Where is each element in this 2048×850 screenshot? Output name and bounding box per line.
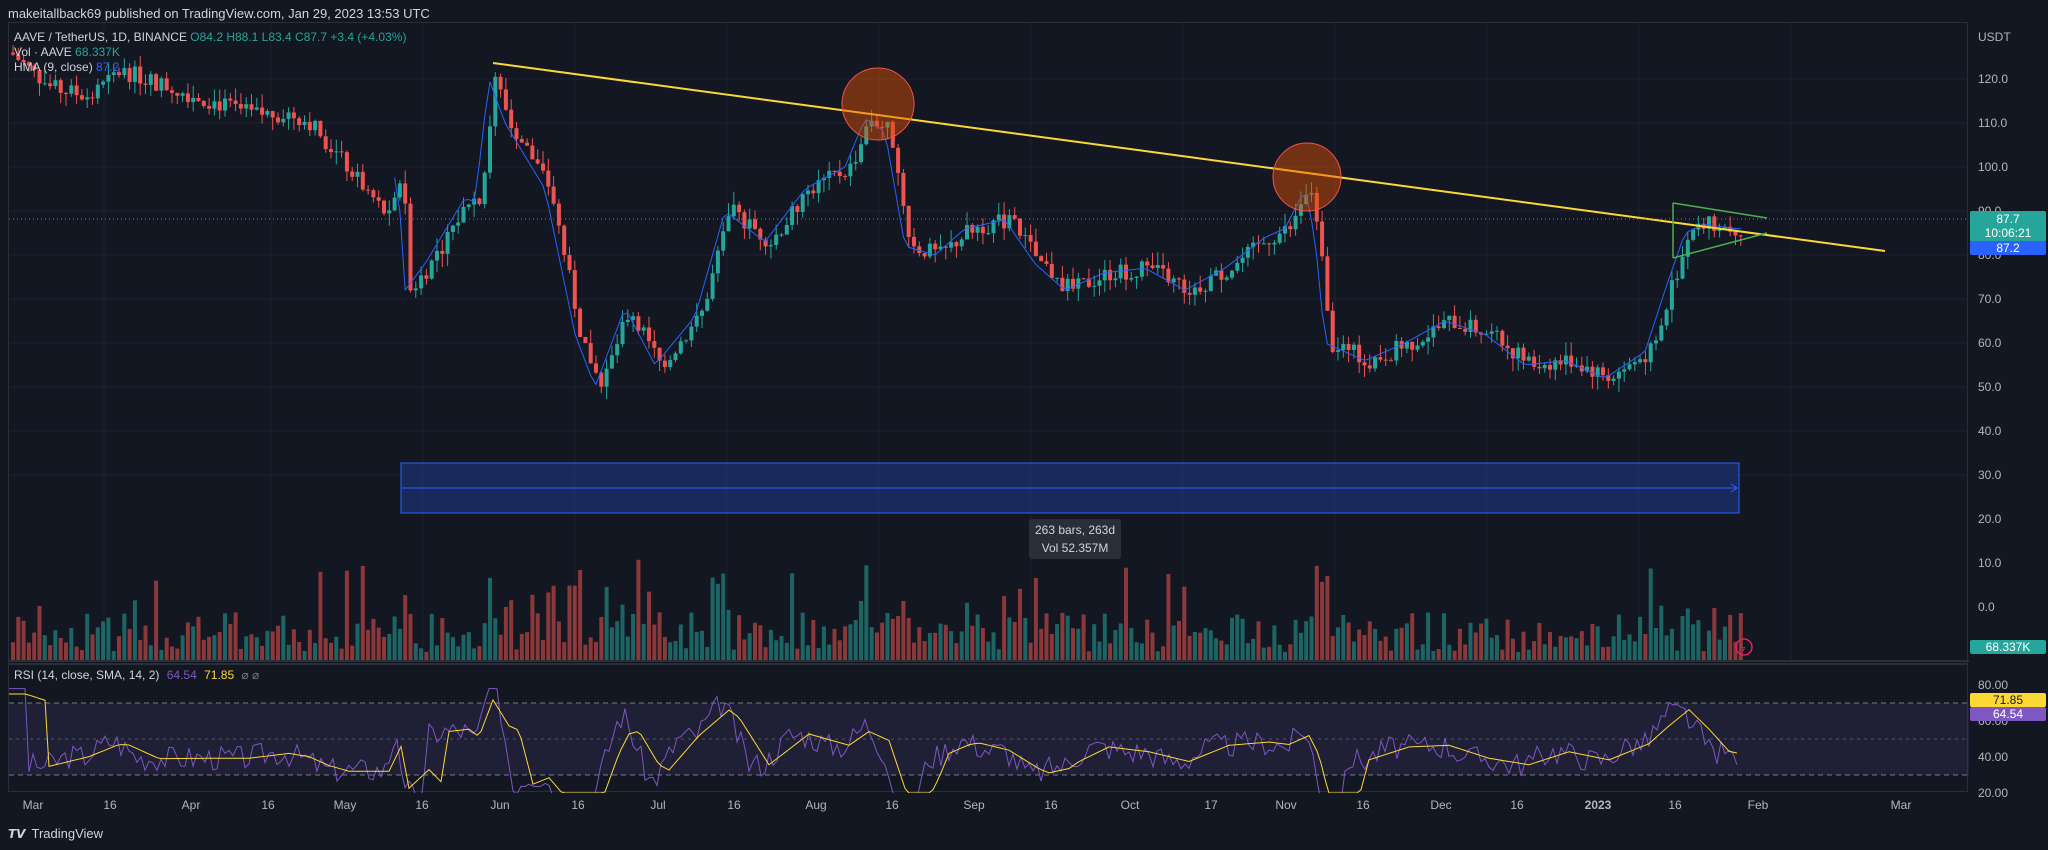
date-range-box[interactable] [400, 462, 1740, 514]
rsi-pane[interactable] [8, 664, 1969, 803]
rsi-visibility-icons[interactable]: ⌀ ⌀ [241, 668, 260, 682]
time-tick: 16 [261, 798, 275, 812]
time-tick: Apr [181, 798, 201, 812]
price-tick: 30.0 [1978, 468, 2002, 482]
ohlc-values: O84.2 H88.1 L83.4 C87.7 +3.4 (+4.03%) [190, 30, 407, 44]
tradingview-brand: TradingView [31, 826, 104, 841]
svg-text:ϟ: ϟ [1740, 643, 1746, 654]
volume-bars [11, 559, 1743, 660]
price-tick: 10.0 [1978, 556, 2002, 570]
volume-tag: 68.337K [1970, 640, 2046, 654]
last-price-tag: 87.7 10:06:21 [1970, 211, 2046, 242]
time-tick: Jul [650, 798, 666, 812]
price-tick: 0.0 [1978, 600, 1995, 614]
rsi-sma-tag: 71.85 [1970, 693, 2046, 707]
tooltip-bars: 263 bars, 263d [1034, 523, 1116, 537]
rsi-value: 64.54 [166, 668, 197, 682]
time-tick: May [333, 798, 357, 812]
time-tick: 17 [1204, 798, 1218, 812]
time-tick: 16 [885, 798, 899, 812]
rsi-chart-svg [9, 688, 1969, 803]
price-tick: 40.0 [1978, 424, 2002, 438]
time-tick: Nov [1275, 798, 1297, 812]
rsi-tick: 20.00 [1978, 786, 2009, 800]
triangle-pattern[interactable] [1672, 202, 1768, 259]
time-tick: 16 [1668, 798, 1682, 812]
price-tick: 110.0 [1978, 116, 2008, 130]
time-tick: Oct [1120, 798, 1140, 812]
rsi-label[interactable]: RSI (14, close, SMA, 14, 2) [14, 668, 160, 682]
trendline[interactable] [492, 62, 1886, 252]
rsi-line [9, 688, 1738, 803]
rsi-sma-line [9, 693, 1738, 794]
price-chart-svg[interactable]: ϟ [9, 23, 1969, 665]
tradingview-logo-icon: 𝙏𝙑 [8, 826, 26, 841]
chart-legend: AAVE / TetherUS, 1D, BINANCE O84.2 H88.1… [14, 30, 406, 75]
time-tick: Dec [1430, 798, 1452, 812]
time-tick: Mar [1890, 798, 1912, 812]
time-tick: Sep [963, 798, 985, 812]
tradingview-footer[interactable]: 𝙏𝙑 TradingView [8, 826, 103, 841]
price-tick: 50.0 [1978, 380, 2002, 394]
candlesticks [11, 45, 1743, 400]
hma-price-tag: 87.2 [1970, 241, 2046, 255]
time-tick: 2023 [1584, 798, 1612, 812]
tooltip-volume: Vol 52.357M [1041, 541, 1109, 555]
price-tick: 100.0 [1978, 160, 2009, 174]
symbol-label[interactable]: AAVE / TetherUS, 1D, BINANCE [14, 30, 187, 44]
rsi-tick: 40.00 [1978, 750, 2009, 764]
time-tick: Aug [805, 798, 827, 812]
price-tick: 120.0 [1978, 72, 2009, 86]
currency-label: USDT [1978, 30, 2011, 44]
hma-indicator-label[interactable]: HMA (9, close) [14, 60, 93, 74]
hma-line [394, 81, 1741, 386]
time-tick: Jun [490, 798, 510, 812]
volume-indicator-value: 68.337K [75, 45, 120, 59]
time-tick: 16 [727, 798, 741, 812]
gridlines [9, 23, 1969, 665]
time-tick: 16 [1356, 798, 1370, 812]
price-tick: 20.0 [1978, 512, 2002, 526]
time-tick: Mar [22, 798, 44, 812]
price-tick: 70.0 [1978, 292, 2002, 306]
price-axis[interactable]: USDT 120.0 110.0 100.0 90.0 80.0 70.0 60… [1968, 22, 2048, 800]
time-tick: 16 [415, 798, 429, 812]
measure-tooltip: 263 bars, 263d Vol 52.357M [1029, 519, 1121, 559]
time-tick: 16 [1510, 798, 1524, 812]
time-tick: 16 [103, 798, 117, 812]
time-tick: Feb [1747, 798, 1769, 812]
time-tick: 16 [1044, 798, 1058, 812]
time-tick: 16 [571, 798, 585, 812]
time-axis[interactable]: Mar 16 Apr 16 May 16 Jun 16 Jul 16 Aug 1… [8, 792, 1968, 818]
resistance-circle-1[interactable] [841, 67, 915, 141]
hma-indicator-value: 87.2 [96, 60, 120, 74]
rsi-sma-value: 71.85 [204, 668, 235, 682]
rsi-tick: 80.00 [1978, 678, 2009, 692]
resistance-circle-2[interactable] [1272, 142, 1342, 212]
volume-indicator-label[interactable]: Vol · AAVE [14, 45, 72, 59]
flash-icon[interactable]: ϟ [1735, 638, 1753, 656]
price-tick: 60.0 [1978, 336, 2002, 350]
rsi-value-tag: 64.54 [1970, 707, 2046, 721]
chart-area[interactable]: ϟ [8, 22, 1969, 665]
rsi-legend: RSI (14, close, SMA, 14, 2) 64.54 71.85 … [14, 668, 259, 682]
